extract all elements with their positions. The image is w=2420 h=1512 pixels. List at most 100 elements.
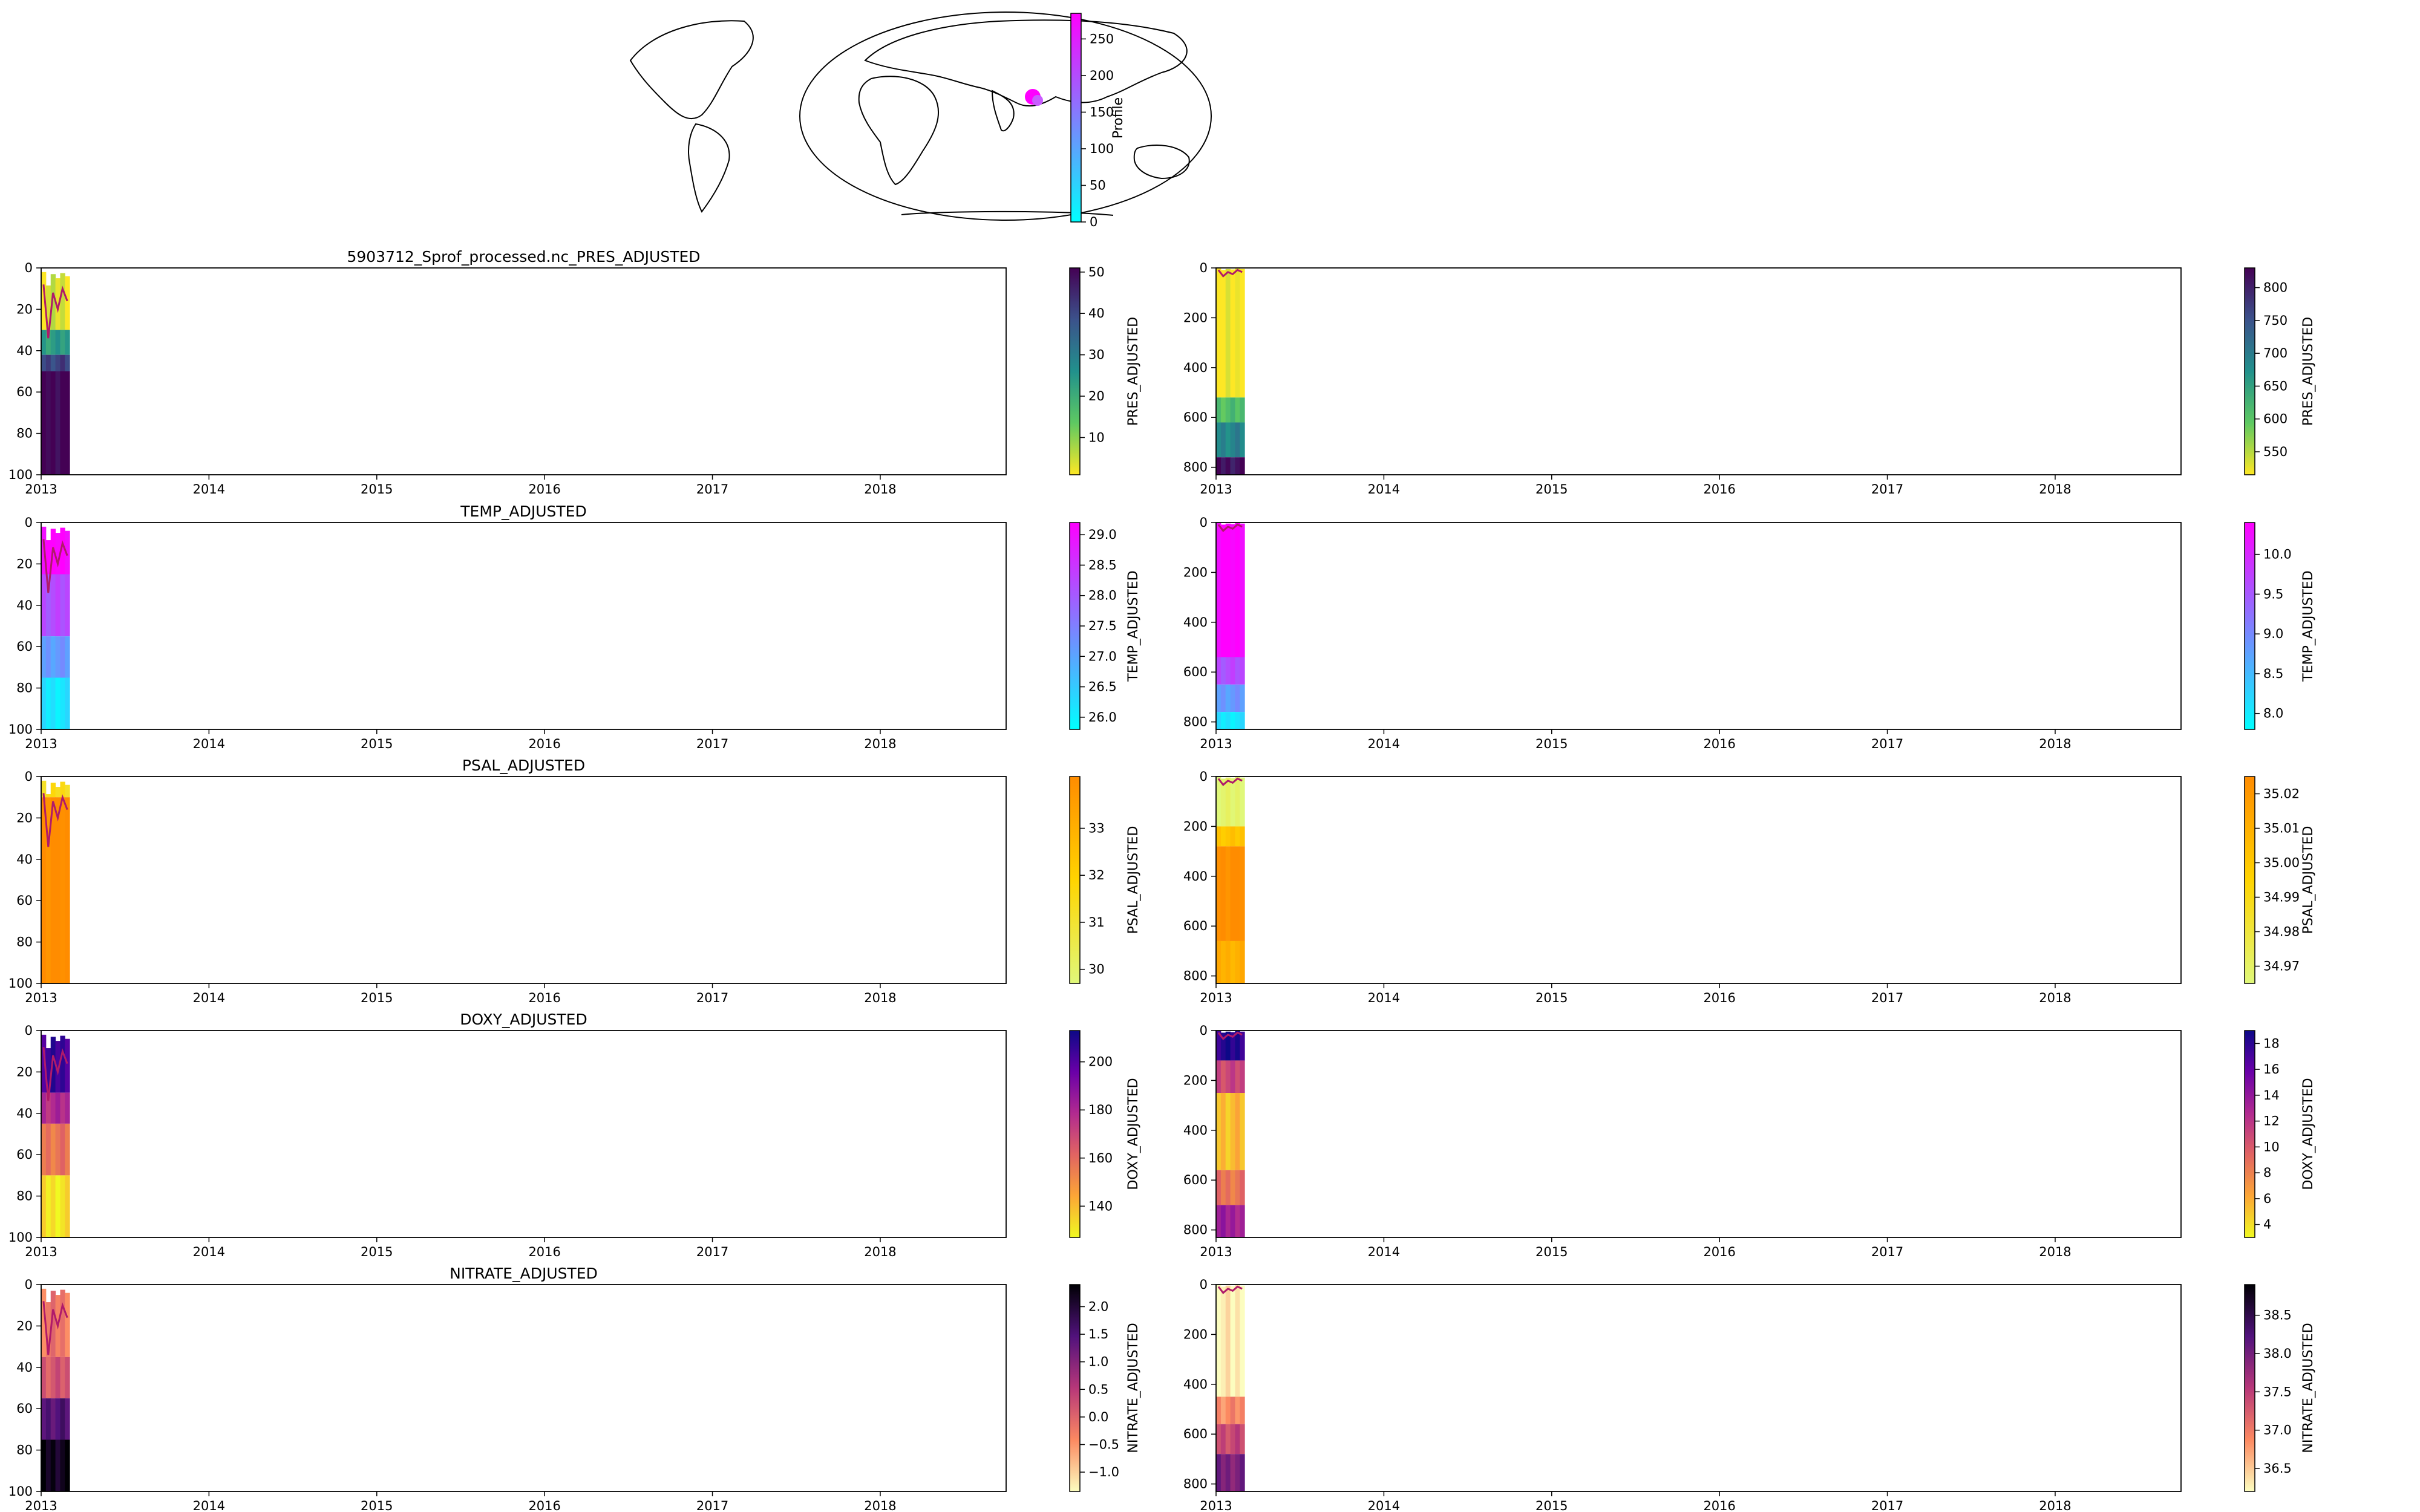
psal-adjusted-shallow-heatmap-cell xyxy=(50,783,56,798)
pres-adjusted-deep-heatmap-cell xyxy=(1225,397,1231,423)
nitrate-adjusted-deep-x-tick-label: 2018 xyxy=(2039,1499,2071,1512)
nitrate-adjusted-deep-heatmap-cell xyxy=(1225,1454,1231,1491)
temp-adjusted-deep-heatmap-cell xyxy=(1230,524,1235,657)
doxy-adjusted-shallow-heatmap-cell xyxy=(45,1175,51,1237)
doxy-adjusted-shallow-heatmap-cell xyxy=(60,1123,65,1176)
nitrate-adjusted-shallow-heatmap-cell xyxy=(65,1357,70,1399)
temp-adjusted-shallow-mld-line xyxy=(42,539,68,593)
temp-adjusted-shallow-heatmap-cell xyxy=(65,574,70,637)
temp-adjusted-deep-heatmap-cell xyxy=(1240,712,1245,729)
psal-adjusted-deep-heatmap-cell xyxy=(1220,826,1226,847)
pres-adjusted-deep-heatmap-cell xyxy=(1240,422,1245,458)
nitrate-adjusted-shallow-colorbar-tick-label: 1.5 xyxy=(1088,1327,1108,1341)
psal-adjusted-shallow-colorbar-tick-label: 31 xyxy=(1088,915,1105,930)
psal-adjusted-deep-heatmap-cell xyxy=(1240,846,1245,941)
doxy-adjusted-deep-colorbar-tick-label: 18 xyxy=(2263,1036,2280,1051)
nitrate-adjusted-deep-heatmap-cell xyxy=(1216,1454,1221,1491)
temp-adjusted-deep-heatmap-cell xyxy=(1216,684,1221,712)
temp-adjusted-shallow-axes xyxy=(41,522,1007,730)
temp-adjusted-shallow-x-tick-label: 2018 xyxy=(864,737,896,751)
doxy-adjusted-shallow-heatmap-cell xyxy=(55,1041,60,1093)
psal-adjusted-shallow-heatmap-cell xyxy=(55,797,60,983)
doxy-adjusted-deep-colorbar: 4 6 8 10 12 14 16 18 DOXY_ADJUSTED xyxy=(2244,1030,2316,1238)
doxy-adjusted-shallow-heatmap-cell xyxy=(45,1092,51,1124)
pres-adjusted-shallow-heatmap-cell xyxy=(41,354,47,371)
psal-adjusted-deep-x-tick-label: 2016 xyxy=(1703,991,1735,1005)
psal-adjusted-deep-colorbar-scale xyxy=(2244,776,2255,984)
temp-adjusted-shallow-heatmap-cell xyxy=(45,677,51,729)
temp-adjusted-shallow-colorbar-tick-label: 29.0 xyxy=(1088,527,1117,542)
pres-adjusted-deep-colorbar-tick-label: 550 xyxy=(2263,445,2288,459)
psal-adjusted-shallow-y-tick-label: 20 xyxy=(16,810,33,825)
doxy-adjusted-deep-y-tick-label: 0 xyxy=(1200,1023,1208,1038)
pres-adjusted-deep-heatmap-cell xyxy=(1230,457,1235,475)
temp-adjusted-deep-y-tick-label: 0 xyxy=(1200,515,1208,530)
nitrate-adjusted-shallow-heatmap-cell xyxy=(41,1439,47,1491)
temp-adjusted-shallow-heatmap-cell xyxy=(55,574,60,637)
psal-adjusted-deep-heatmap-cell xyxy=(1225,940,1231,983)
pres-adjusted-shallow-heatmap-cell xyxy=(50,330,56,355)
pres-adjusted-shallow-heatmap-cell xyxy=(45,330,51,355)
temp-adjusted-shallow-colorbar-tick-label: 27.0 xyxy=(1088,649,1117,663)
pres-adjusted-deep-heatmap-cell xyxy=(1235,422,1240,458)
temp-adjusted-shallow-heatmap-cell xyxy=(45,636,51,678)
temp-adjusted-deep-heatmap-cell xyxy=(1220,524,1226,657)
doxy-adjusted-shallow-colorbar-tick-label: 180 xyxy=(1088,1103,1113,1117)
nitrate-adjusted-deep-y-tick-label: 400 xyxy=(1183,1377,1208,1392)
nitrate-adjusted-shallow-colorbar-tick-label: 0.0 xyxy=(1088,1410,1108,1424)
temp-adjusted-shallow-heatmap-cell xyxy=(45,574,51,637)
nitrate-adjusted-deep-heatmap-cell xyxy=(1220,1424,1226,1455)
doxy-adjusted-deep-colorbar-label: DOXY_ADJUSTED xyxy=(2301,1078,2316,1190)
temp-adjusted-shallow-heatmap-cell xyxy=(50,636,56,678)
temp-adjusted-deep-heatmap-cell xyxy=(1230,684,1235,712)
north-america-outline xyxy=(629,20,754,119)
nitrate-adjusted-shallow-heatmap-cell xyxy=(45,1357,51,1399)
doxy-adjusted-deep-x-tick-label: 2017 xyxy=(1871,1245,1903,1259)
doxy-adjusted-shallow-heatmap-cell xyxy=(45,1048,51,1093)
pres-adjusted-shallow-heatmap-cell xyxy=(45,285,51,330)
pres-adjusted-deep-heatmap-cell xyxy=(1220,397,1226,423)
doxy-adjusted-deep-heatmap-cell xyxy=(1225,1060,1231,1093)
psal-adjusted-shallow-heatmap-cell xyxy=(60,797,65,983)
nitrate-adjusted-shallow-y-tick-label: 40 xyxy=(16,1360,33,1375)
doxy-adjusted-deep-heatmap-cell xyxy=(1220,1093,1226,1170)
psal-adjusted-shallow-heatmap-cell xyxy=(65,784,70,798)
nitrate-adjusted-deep-heatmap-cell xyxy=(1235,1424,1240,1455)
pres-adjusted-deep-y-tick-label: 600 xyxy=(1183,410,1208,425)
nitrate-adjusted-deep-x-tick-label: 2015 xyxy=(1535,1499,1568,1512)
nitrate-adjusted-shallow-mld-line xyxy=(42,1301,68,1355)
nitrate-adjusted-deep-mld-line xyxy=(1217,1285,1243,1294)
nitrate-adjusted-deep-heatmap-cell xyxy=(1216,1285,1221,1397)
nitrate-adjusted-deep-colorbar-tick-label: 37.0 xyxy=(2263,1423,2292,1438)
doxy-adjusted-shallow-axes xyxy=(41,1030,1007,1238)
nitrate-adjusted-deep-colorbar-scale xyxy=(2244,1284,2255,1492)
pres-adjusted-shallow-heatmap-cell xyxy=(60,354,65,371)
temp-adjusted-shallow-heatmap-cell xyxy=(55,533,60,575)
temp-adjusted-deep-heatmap-cell xyxy=(1240,684,1245,712)
psal-adjusted-shallow-mld-line xyxy=(42,793,68,847)
doxy-adjusted-deep-heatmap-cell xyxy=(1235,1031,1240,1061)
profile-panels: 5903712_Sprof_processed.nc_PRES_ADJUSTED… xyxy=(8,248,2316,1512)
doxy-adjusted-deep-colorbar-tick-label: 14 xyxy=(2263,1088,2280,1103)
nitrate-adjusted-deep-heatmap-cell xyxy=(1235,1396,1240,1424)
doxy-adjusted-deep-heatmap-cell xyxy=(1240,1205,1245,1237)
pres-adjusted-shallow-heatmap-cell xyxy=(41,371,47,475)
pres-adjusted-deep-colorbar-tick-label: 650 xyxy=(2263,379,2288,393)
psal-adjusted-deep-heatmap-cell xyxy=(1235,777,1240,827)
pres-adjusted-shallow-x-tick-label: 2016 xyxy=(528,482,560,497)
nitrate-adjusted-shallow-title: NITRATE_ADJUSTED xyxy=(450,1265,598,1282)
temp-adjusted-shallow-heatmap-cell xyxy=(50,677,56,729)
doxy-adjusted-deep-heatmap-cell xyxy=(1230,1060,1235,1093)
pres-adjusted-deep-heatmap-cell xyxy=(1230,397,1235,423)
pres-adjusted-deep-colorbar-scale xyxy=(2244,267,2255,475)
pres-adjusted-deep-heatmap-cell xyxy=(1240,397,1245,423)
psal-adjusted-deep-y-tick-label: 800 xyxy=(1183,969,1208,983)
doxy-adjusted-shallow-heatmap-cell xyxy=(41,1034,47,1093)
psal-adjusted-shallow-heatmap-cell xyxy=(50,797,56,983)
psal-adjusted-shallow-heatmap-cell xyxy=(65,797,70,983)
temp-adjusted-deep-heatmap-cell xyxy=(1235,684,1240,712)
temp-adjusted-deep-heatmap-cell xyxy=(1220,684,1226,712)
psal-adjusted-shallow-title: PSAL_ADJUSTED xyxy=(462,757,585,774)
pres-adjusted-shallow-heatmap-cell xyxy=(65,354,70,371)
pres-adjusted-deep-x-tick-label: 2017 xyxy=(1871,482,1903,497)
